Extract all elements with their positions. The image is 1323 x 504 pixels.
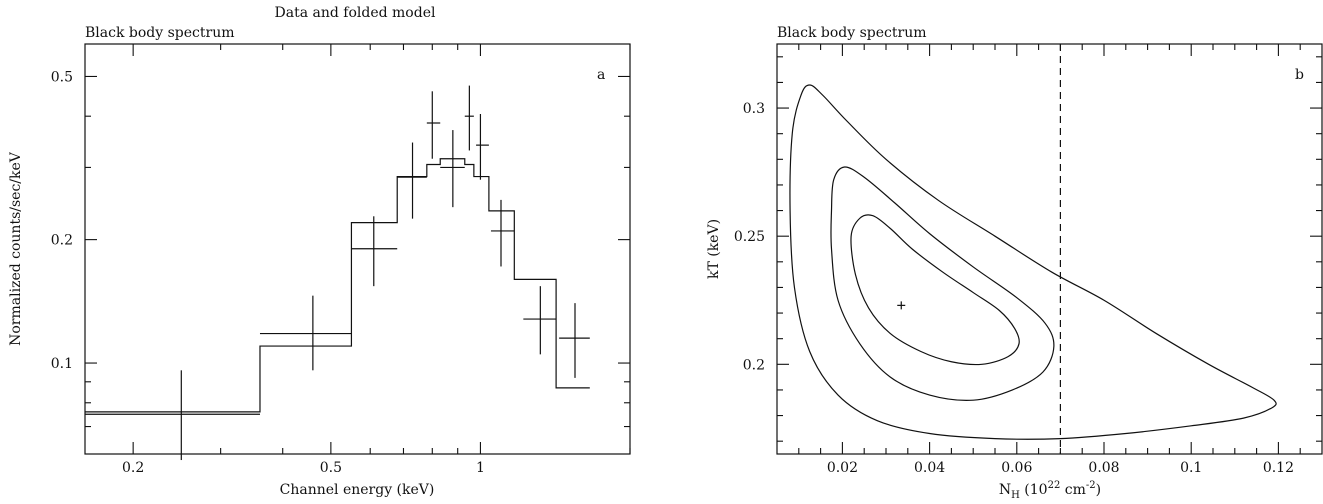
y-tick-label: 0.5 [51, 69, 73, 85]
data-point [259, 295, 352, 371]
y-tick-label: 0.3 [743, 101, 765, 117]
panel-b-plot [789, 44, 1277, 454]
contour-inner [850, 214, 1020, 366]
panel-b-ticks: 0.02 0.04 0.06 0.08 0.1 0.12 0.2 0.25 0.3 [734, 44, 1322, 476]
panel-a-ticks: 0.2 0.5 1 0.1 0.2 0.5 [51, 44, 631, 476]
panel-a-ylabel: Normalized counts/sec/keV [8, 151, 24, 346]
panel-b: Black body spectrum b kT (keV) NH (1022 … [706, 25, 1323, 501]
contour-middle [830, 166, 1055, 401]
data-point [523, 286, 557, 355]
panel-a: Data and folded model Black body spectru… [8, 5, 631, 498]
panel-a-label: a [597, 67, 605, 83]
data-point [464, 85, 474, 151]
data-point [426, 91, 441, 159]
y-tick-label: 0.2 [743, 357, 765, 373]
best-fit-marker [897, 301, 906, 310]
panel-b-xlabel: NH (1022 cm-2) [999, 480, 1101, 501]
x-tick-label: 1 [476, 460, 485, 476]
panel-a-xlabel: Channel energy (keV) [280, 482, 435, 498]
panel-a-title: Black body spectrum [85, 25, 234, 41]
data-point [490, 199, 515, 267]
x-tick-label: 0.5 [320, 460, 342, 476]
x-tick-label: 0.1 [1180, 460, 1202, 476]
panel-a-plot [85, 85, 590, 461]
y-tick-label: 0.2 [51, 233, 73, 249]
x-tick-label: 0.08 [1088, 460, 1119, 476]
panel-b-frame [776, 43, 1323, 455]
data-point [440, 130, 465, 208]
panel-a-subtitle: Data and folded model [275, 5, 436, 21]
panel-b-label: b [1295, 67, 1304, 83]
data-point [397, 142, 427, 219]
y-tick-label: 0.1 [51, 356, 73, 372]
data-point [559, 303, 590, 378]
data-point [476, 113, 489, 180]
x-tick-label: 0.02 [827, 460, 858, 476]
y-tick-label: 0.25 [734, 229, 765, 245]
data-point [351, 216, 398, 287]
panel-b-ylabel: kT (keV) [706, 219, 722, 279]
x-tick-label: 0.12 [1263, 460, 1294, 476]
panel-b-title: Black body spectrum [777, 25, 926, 41]
x-tick-label: 0.2 [122, 460, 144, 476]
model-step-line [85, 158, 590, 413]
panel-a-frame [84, 43, 631, 455]
data-point [85, 370, 260, 461]
x-tick-label: 0.06 [1001, 460, 1032, 476]
contour-outer [789, 84, 1277, 440]
x-tick-label: 0.04 [914, 460, 945, 476]
